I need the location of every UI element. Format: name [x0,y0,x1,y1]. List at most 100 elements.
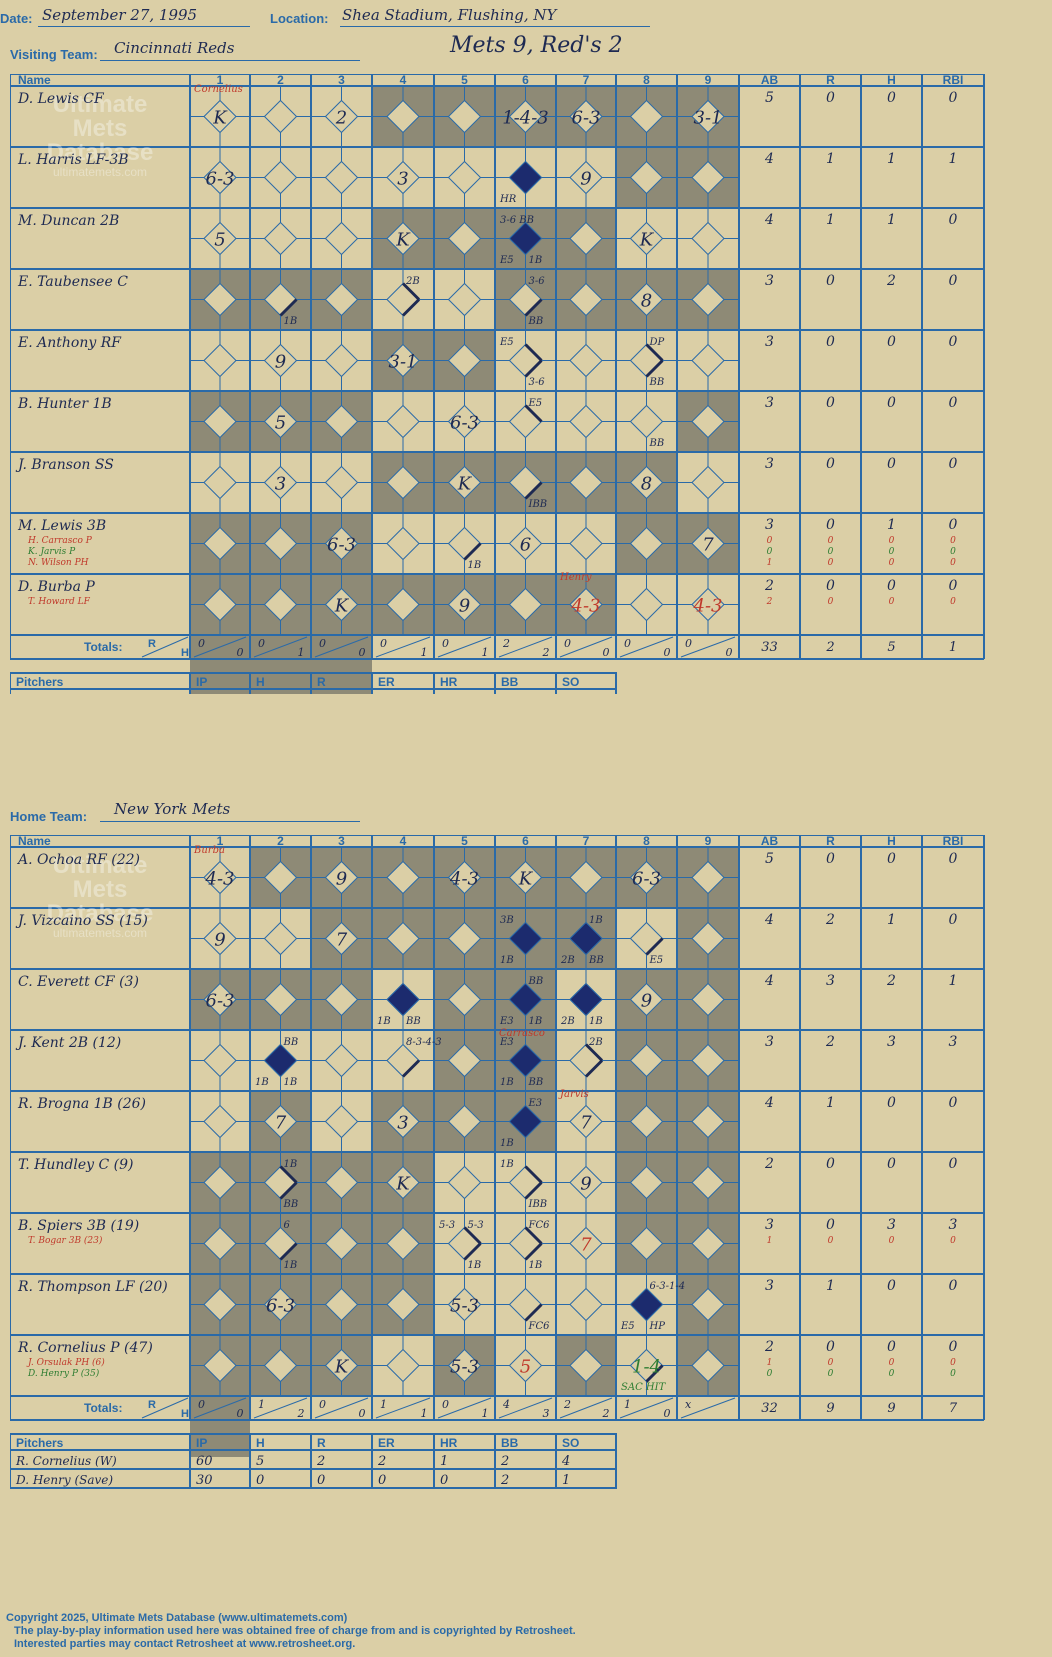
basepath-first [524,1303,543,1322]
basepath-first [279,1181,298,1200]
play-notation: 9 [580,169,591,190]
batter-stat-r: 3 [826,973,835,989]
batter-stat-r: 0 [826,1217,835,1233]
base-diamond [324,1226,359,1261]
base-diamond [203,404,237,439]
inning-hits: 0 [237,646,244,659]
substitute-stat-h: 0 [889,597,895,607]
pitcher-stat: 2 [377,1454,386,1469]
column-header: 8 [643,74,650,87]
play-notation: 8 [641,474,652,495]
base-diamond [508,860,543,895]
inning-total-slash [253,1397,308,1419]
inning-total-slash [498,636,553,658]
inning-total-slash [559,636,613,658]
base-diamond [691,587,725,622]
pitcher-column-header: IP [196,675,207,689]
play-note-top-right: BB [528,976,544,987]
base-diamond [447,221,482,256]
base-diamond [263,1287,298,1322]
batter-stat-r: 0 [826,395,835,411]
base-diamond [386,221,420,256]
column-header: Name [18,74,51,87]
base-diamond [324,465,359,500]
play-notation: 3-1 [389,352,418,373]
inning-total-slash [253,636,308,658]
play-notation: 7 [275,1113,287,1134]
basepath-second [279,1165,298,1184]
base-diamond [324,99,359,134]
pitcher-column-header: SO [562,1436,579,1450]
base-diamond [691,1287,725,1322]
pitcher-stat: 50 [196,693,213,694]
batter-stat-r: 0 [826,1156,835,1172]
base-diamond [386,160,420,195]
play-notation: 6-3 [632,869,661,890]
totals-hits-key: H [181,647,189,659]
play-note-bottom-left: 1B [377,1016,391,1027]
substitute-stat-rbi: 0 [950,597,956,607]
substitute-stat-r: 0 [828,597,834,607]
batter-name: J. Vizcaino SS (15) [15,913,148,929]
play-note-bottom-right: BB [405,1016,421,1027]
play-note-bottom-right: 1B [468,1260,482,1271]
batter-stat-rbi: 1 [949,151,958,167]
play-note-bottom-left: 1B [255,1077,269,1088]
base-diamond [508,1226,543,1261]
base-diamond [263,343,298,378]
base-diamond [691,343,725,378]
inning-hits: 0 [359,1407,366,1420]
substitute-stat-r: 0 [828,536,834,546]
base-diamond [691,921,725,956]
date-label: Date: [0,11,33,26]
team-total-r: 2 [825,640,834,655]
play-notation: 9 [214,930,225,951]
substitute-stat-r: 0 [828,1236,834,1246]
base-diamond [203,860,237,895]
shaded-inning-cell [190,635,250,694]
play-note-bottom-right: 1B [529,1260,543,1271]
base-diamond [447,160,482,195]
team-total-h: 5 [887,640,895,655]
visiting-team-value: Cincinnati Reds [114,39,235,57]
play-note-bottom-right: 3-6 [529,377,546,388]
play-note-bottom-right: IBB [528,1199,548,1210]
inning-hits: 2 [602,1407,610,1420]
pitcher-stat: 4 [561,1454,570,1469]
base-diamond [203,1348,237,1383]
base-diamond [386,587,420,622]
play-note-top-left: 5-3 [439,1220,455,1231]
pitcher-column-header: HR [440,1436,458,1450]
batter-stat-r: 2 [825,912,835,928]
base-diamond [691,1165,725,1200]
pitcher-stat: 0 [440,693,448,694]
column-header: 4 [400,835,407,848]
base-diamond [447,526,482,561]
batter-stat-ab: 2 [764,1156,774,1172]
batter-stat-rbi: 0 [949,1339,958,1355]
inning-runs: 0 [380,637,387,650]
inning-runs: 0 [319,1398,326,1411]
base-diamond [447,1104,482,1139]
inning-runs: 0 [442,637,449,650]
shaded-inning-cell [250,635,311,694]
inning-runs: 4 [502,1398,510,1411]
play-note-top-left: 3B [500,915,514,926]
base-diamond [569,160,603,195]
batter-name: A. Ochoa RF (22) [16,852,140,868]
play-notation: 5 [520,1357,531,1378]
base-diamond [263,1104,298,1139]
run-scored-diamond [263,1043,298,1078]
totals-slash [141,1397,189,1419]
column-header: 1 [217,835,224,848]
batter-stat-ab: 3 [765,334,774,350]
inning-total-slash [193,1397,247,1419]
watermark-line: Ultimate [53,91,148,118]
batter-stat-rbi: 3 [949,1217,958,1233]
substitute-stat-rbi: 0 [950,536,956,546]
batter-stat-h: 1 [887,151,896,167]
base-diamond [508,99,543,134]
batter-stat-h: 0 [887,1278,896,1294]
base-diamond [569,1165,603,1200]
play-notation: 9 [336,869,347,890]
